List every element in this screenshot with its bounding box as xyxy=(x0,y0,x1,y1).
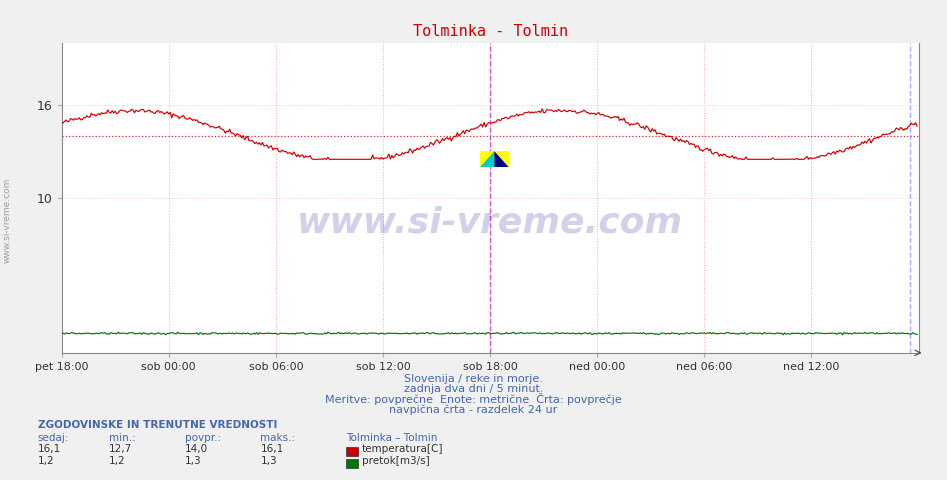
Text: pretok[m3/s]: pretok[m3/s] xyxy=(362,456,430,466)
Text: Tolminka – Tolmin: Tolminka – Tolmin xyxy=(346,432,437,443)
Text: www.si-vreme.com: www.si-vreme.com xyxy=(297,206,683,240)
Text: 1,3: 1,3 xyxy=(185,456,202,466)
Text: povpr.:: povpr.: xyxy=(185,432,221,443)
Text: temperatura[C]: temperatura[C] xyxy=(362,444,443,454)
Title: Tolminka - Tolmin: Tolminka - Tolmin xyxy=(413,24,567,39)
Text: ZGODOVINSKE IN TRENUTNE VREDNOSTI: ZGODOVINSKE IN TRENUTNE VREDNOSTI xyxy=(38,420,277,430)
Text: 1,3: 1,3 xyxy=(260,456,277,466)
Text: 12,7: 12,7 xyxy=(109,444,133,454)
Text: navpična črta - razdelek 24 ur: navpična črta - razdelek 24 ur xyxy=(389,405,558,415)
Text: Slovenija / reke in morje.: Slovenija / reke in morje. xyxy=(404,373,543,384)
Text: 1,2: 1,2 xyxy=(109,456,126,466)
Text: 16,1: 16,1 xyxy=(38,444,62,454)
Text: maks.:: maks.: xyxy=(260,432,295,443)
Text: 16,1: 16,1 xyxy=(260,444,284,454)
Text: www.si-vreme.com: www.si-vreme.com xyxy=(2,178,11,264)
Text: min.:: min.: xyxy=(109,432,135,443)
Text: 1,2: 1,2 xyxy=(38,456,55,466)
Text: sedaj:: sedaj: xyxy=(38,432,69,443)
Text: Meritve: povprečne  Enote: metrične  Črta: povprečje: Meritve: povprečne Enote: metrične Črta:… xyxy=(325,393,622,405)
Text: zadnja dva dni / 5 minut.: zadnja dva dni / 5 minut. xyxy=(403,384,544,394)
Text: 14,0: 14,0 xyxy=(185,444,207,454)
